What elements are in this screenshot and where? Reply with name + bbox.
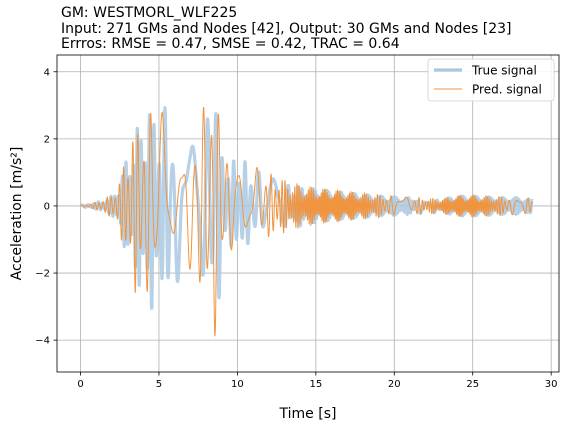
chart-title: GM: WESTMORL_WLF225 Input: 271 GMs and N… bbox=[61, 5, 512, 53]
chart-title-line-3: Errros: RMSE = 0.47, SMSE = 0.42, TRAC =… bbox=[61, 36, 400, 52]
legend-label-true-signal: True signal bbox=[471, 64, 537, 78]
chart-title-line-1: GM: WESTMORL_WLF225 bbox=[61, 5, 238, 21]
x-tick-label: 15 bbox=[309, 379, 322, 390]
series-line-pred-signal bbox=[80, 106, 533, 337]
x-tick-label: 0 bbox=[77, 379, 83, 390]
plot-frame bbox=[56, 54, 560, 373]
x-tick-label: 25 bbox=[466, 379, 479, 390]
y-tick-label: 4 bbox=[44, 67, 50, 78]
x-axis-label: Time [s] bbox=[279, 406, 337, 422]
grid bbox=[57, 55, 559, 372]
x-tick-label: 30 bbox=[545, 379, 558, 390]
chart-title-line-2: Input: 271 GMs and Nodes [42], Output: 3… bbox=[61, 20, 512, 37]
series-layer bbox=[79, 106, 534, 337]
y-tick-label: −2 bbox=[35, 269, 50, 280]
y-tick-label: 2 bbox=[44, 134, 50, 145]
y-tick-label: 0 bbox=[44, 201, 50, 212]
axis-ticks: 0 5 10 15 20 25 30 −4 −2 0 2 4 bbox=[35, 67, 557, 390]
y-tick-label: −4 bbox=[35, 336, 50, 347]
y-axis-label: Acceleration [m/s²] bbox=[9, 147, 25, 281]
x-tick-label: 20 bbox=[388, 379, 401, 390]
x-tick-label: 5 bbox=[156, 379, 162, 390]
legend-label-pred-signal: Pred. signal bbox=[472, 83, 542, 97]
legend: True signal Pred. signal bbox=[427, 58, 555, 102]
x-tick-label: 10 bbox=[231, 379, 244, 390]
